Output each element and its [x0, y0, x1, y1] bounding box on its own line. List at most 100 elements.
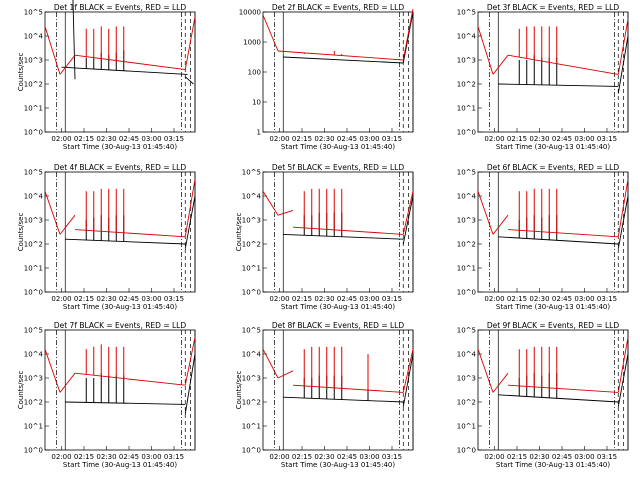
lld-series-segment — [262, 14, 279, 52]
lld-series-segment — [477, 191, 494, 235]
panel-title: Det 6f BLACK = Events, RED = LLD — [487, 163, 620, 172]
y-tick-label: 1000 — [243, 39, 261, 47]
x-tick-label: 02:45 — [337, 453, 357, 461]
panel-2: Det 2f BLACK = Events, RED = LLD 1 10 100 10… — [239, 3, 414, 151]
events-series-segment — [617, 353, 629, 407]
x-tick-label: 02:15 — [292, 295, 312, 303]
plot-frame — [477, 329, 629, 451]
lld-series-segment — [492, 214, 509, 235]
y-tick-label: 10^3 — [457, 57, 476, 65]
events-series-segment — [498, 83, 619, 87]
panel-5: Det 5f BLACK = Events, RED = LLD 10^0 10^1… — [235, 163, 414, 311]
x-tick-label: 03:00 — [359, 135, 379, 143]
lld-series-segment — [74, 54, 186, 71]
x-axis-label: Start Time (30-Aug-13 01:45:40) — [281, 303, 395, 311]
plot-frame — [477, 171, 629, 293]
y-tick-label: 10^0 — [457, 289, 476, 297]
y-tick-label: 10^2 — [242, 399, 261, 407]
y-tick-label: 10^4 — [457, 33, 477, 41]
y-tick-label: 1 — [257, 129, 261, 137]
y-tick-label: 10^2 — [242, 241, 261, 249]
x-axis-label: Start Time (30-Aug-13 01:45:40) — [496, 143, 610, 151]
lld-series-segment — [402, 349, 414, 393]
x-tick-label: 02:30 — [314, 295, 334, 303]
y-tick-label: 10^2 — [24, 81, 43, 89]
y-tick-label: 10^3 — [242, 217, 261, 225]
y-tick-label: 10^1 — [24, 105, 43, 113]
y-tick-label: 10^4 — [24, 351, 44, 359]
y-tick-label: 10^3 — [457, 375, 476, 383]
y-tick-label: 10^0 — [242, 289, 261, 297]
lld-series-segment — [492, 54, 509, 75]
lld-series-segment — [617, 337, 629, 393]
events-series-segment — [65, 401, 186, 405]
y-axis-label: Counts/sec — [17, 53, 25, 92]
x-tick-label: 02:30 — [529, 295, 549, 303]
x-tick-label: 03:15 — [164, 453, 184, 461]
y-tick-label: 10^3 — [457, 217, 476, 225]
y-tick-label: 10^0 — [24, 129, 43, 137]
y-tick-label: 10^3 — [24, 217, 43, 225]
y-tick-label: 100 — [248, 69, 261, 77]
y-tick-label: 10^4 — [457, 193, 477, 201]
lld-series-segment — [74, 372, 186, 386]
events-series-segment — [61, 66, 188, 75]
lld-series-segment — [402, 8, 414, 61]
y-tick-label: 10^4 — [24, 193, 44, 201]
events-series-segment — [184, 195, 196, 249]
x-axis-label: Start Time (30-Aug-13 01:45:40) — [496, 303, 610, 311]
x-tick-label: 02:45 — [552, 453, 572, 461]
y-tick-label: 10^0 — [242, 447, 261, 455]
lld-series-segment — [44, 26, 61, 75]
lld-series-segment — [59, 214, 76, 235]
y-axis-label: Counts/sec — [235, 371, 243, 410]
y-tick-label: 10 — [252, 99, 261, 107]
y-tick-label: 10^0 — [457, 447, 476, 455]
x-tick-label: 02:00 — [269, 295, 289, 303]
plot-frame — [262, 11, 414, 133]
plot-frame — [44, 11, 196, 133]
lld-series-segment — [184, 337, 196, 386]
lld-series-segment — [277, 370, 294, 379]
x-tick-label: 02:15 — [507, 295, 527, 303]
lld-series-segment — [44, 191, 61, 235]
y-tick-label: 10^0 — [24, 289, 43, 297]
y-tick-label: 10^2 — [457, 81, 476, 89]
lld-series-segment — [402, 191, 414, 235]
x-axis-label: Start Time (30-Aug-13 01:45:40) — [496, 461, 610, 469]
panel-8: Det 8f BLACK = Events, RED = LLD 10^0 10^1… — [235, 321, 414, 469]
lld-series-segment — [292, 384, 404, 393]
x-tick-label: 02:00 — [269, 453, 289, 461]
events-series-segment — [283, 233, 404, 240]
x-tick-label: 02:00 — [51, 453, 71, 461]
y-tick-label: 10^4 — [24, 33, 44, 41]
panel-title: Det 8f BLACK = Events, RED = LLD — [272, 321, 405, 330]
lld-series-segment — [277, 50, 404, 61]
x-tick-label: 03:00 — [574, 135, 594, 143]
x-tick-label: 03:15 — [382, 135, 402, 143]
panel-title: Det 5f BLACK = Events, RED = LLD — [272, 163, 405, 172]
panel-6: Det 6f BLACK = Events, RED = LLD 10^0 10^1… — [457, 163, 629, 311]
events-series-segment — [402, 195, 414, 245]
x-tick-label: 02:30 — [96, 453, 116, 461]
x-tick-label: 02:45 — [552, 295, 572, 303]
y-tick-label: 10^5 — [457, 169, 476, 177]
x-tick-label: 02:45 — [337, 295, 357, 303]
events-series-segment — [184, 76, 194, 85]
x-tick-label: 02:30 — [96, 295, 116, 303]
panel-9: Det 9f BLACK = Events, RED = LLD 10^0 10^1… — [457, 321, 629, 469]
x-tick-label: 02:00 — [484, 135, 504, 143]
y-tick-label: 10^2 — [457, 241, 476, 249]
y-tick-label: 10^5 — [242, 327, 261, 335]
lld-series-segment — [477, 26, 494, 75]
lld-series-segment — [292, 226, 404, 235]
events-series-segment — [72, 0, 76, 80]
x-tick-label: 02:00 — [484, 295, 504, 303]
x-tick-label: 03:15 — [597, 295, 617, 303]
x-tick-label: 02:30 — [314, 453, 334, 461]
y-tick-label: 10^1 — [242, 265, 261, 273]
x-tick-label: 02:45 — [552, 135, 572, 143]
x-tick-label: 03:00 — [359, 453, 379, 461]
panel-title: Det 1f BLACK = Events, RED = LLD — [54, 3, 187, 12]
